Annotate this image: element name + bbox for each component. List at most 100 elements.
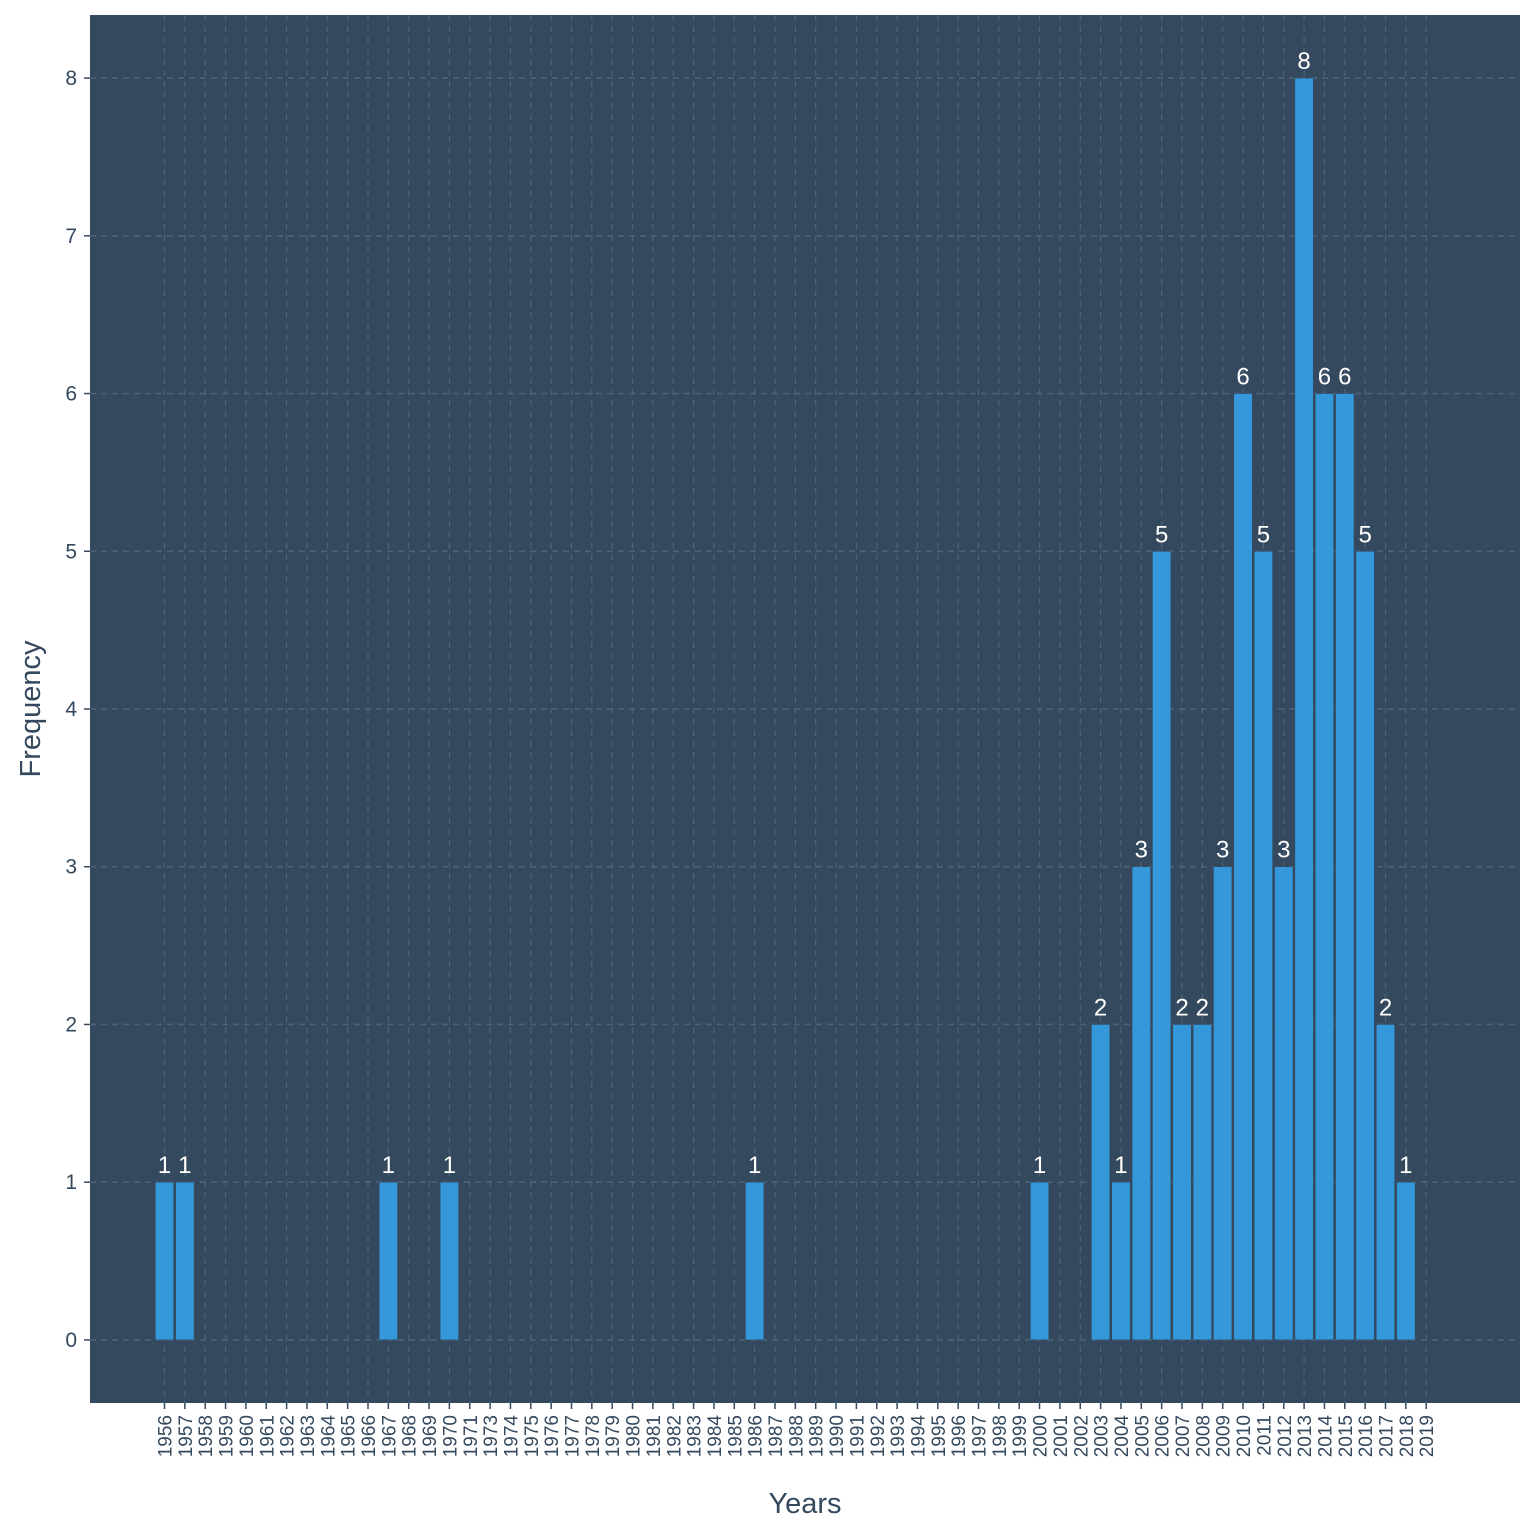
- y-tick-label: 6: [65, 383, 77, 406]
- x-tick-label: 1956: [156, 1415, 177, 1457]
- x-tick-label: 2005: [1132, 1415, 1153, 1457]
- x-tick-label: 1990: [827, 1415, 848, 1457]
- x-tick-label: 2018: [1397, 1415, 1418, 1457]
- x-tick-label: 1993: [888, 1415, 909, 1457]
- bar-1956: [154, 1181, 175, 1341]
- y-tick-label: 1: [65, 1171, 77, 1194]
- x-tick-label: 2008: [1193, 1415, 1214, 1457]
- x-tick-label: 2007: [1173, 1415, 1194, 1457]
- x-tick-label: 2016: [1356, 1415, 1377, 1457]
- bar-2000: [1030, 1181, 1050, 1341]
- bar-label-1956: 1: [158, 1152, 171, 1179]
- x-tick-label: 1971: [461, 1415, 482, 1457]
- bar-2011: [1253, 550, 1273, 1341]
- x-tick-label: 1991: [847, 1415, 868, 1457]
- bar-2013: [1294, 77, 1314, 1341]
- bar-label-2006: 5: [1155, 521, 1168, 548]
- bar-2009: [1213, 866, 1233, 1341]
- bar-2010: [1233, 393, 1253, 1341]
- x-tick-label: 1997: [970, 1415, 991, 1457]
- x-tick-label: 2009: [1214, 1415, 1235, 1457]
- y-tick-label: 8: [65, 67, 77, 90]
- bar-label-2015: 6: [1338, 364, 1351, 391]
- bar-label-2005: 3: [1135, 837, 1148, 864]
- x-tick-label: 1975: [522, 1415, 543, 1457]
- bar-label-2014: 6: [1318, 364, 1331, 391]
- x-tick-label: 2002: [1071, 1415, 1092, 1457]
- y-tick-label: 2: [65, 1013, 77, 1036]
- x-tick-label: 2017: [1377, 1415, 1398, 1457]
- bar-label-1986: 1: [748, 1152, 761, 1179]
- y-tick-label: 5: [65, 540, 77, 563]
- x-tick-label: 1988: [786, 1415, 807, 1457]
- x-tick-label: 2001: [1051, 1415, 1072, 1457]
- bar-label-2007: 2: [1175, 994, 1188, 1021]
- bar-2016: [1355, 550, 1375, 1341]
- y-tick-label: 7: [65, 225, 77, 248]
- x-tick-label: 1994: [908, 1415, 929, 1458]
- bar-2017: [1375, 1024, 1396, 1341]
- x-tick-label: 1965: [339, 1415, 360, 1457]
- x-tick-label: 2014: [1315, 1415, 1336, 1458]
- x-tick-label: 1984: [705, 1415, 726, 1458]
- bar-label-2010: 6: [1236, 364, 1249, 391]
- x-tick-label: 1968: [400, 1415, 421, 1457]
- bar-1986: [745, 1181, 765, 1341]
- x-tick-label: 2000: [1031, 1415, 1052, 1457]
- x-tick-label: 2019: [1417, 1415, 1438, 1457]
- bar-label-1967: 1: [382, 1152, 395, 1179]
- x-tick-label: 1987: [766, 1415, 787, 1457]
- bar-2006: [1152, 550, 1172, 1341]
- bar-label-2018: 1: [1399, 1152, 1412, 1179]
- bar-label-2009: 3: [1216, 837, 1229, 864]
- x-tick-label: 1981: [644, 1415, 665, 1457]
- x-tick-label: 1962: [278, 1415, 299, 1457]
- x-tick-label: 1967: [379, 1415, 400, 1457]
- bar-2012: [1274, 866, 1294, 1341]
- x-tick-label: 1978: [583, 1415, 604, 1457]
- bar-2015: [1335, 393, 1355, 1341]
- x-tick-label: 2011: [1254, 1415, 1275, 1456]
- x-tick-label: 1969: [420, 1415, 441, 1457]
- x-tick-label: 2006: [1153, 1415, 1174, 1457]
- bar-1967: [378, 1181, 398, 1341]
- x-tick-label: 1976: [542, 1415, 563, 1457]
- bar-label-2004: 1: [1114, 1152, 1127, 1179]
- bar-label-2003: 2: [1094, 994, 1107, 1021]
- x-tick-label: 1958: [196, 1415, 217, 1457]
- bars: [154, 77, 1416, 1341]
- bar-2005: [1131, 866, 1151, 1341]
- x-tick-label: 1985: [725, 1415, 746, 1457]
- x-tick-label: 1989: [807, 1415, 828, 1457]
- x-tick-label: 1957: [176, 1415, 197, 1457]
- x-tick-label: 1959: [217, 1415, 238, 1457]
- x-gridlines: [163, 15, 1427, 1403]
- x-tick-label: 1979: [603, 1415, 624, 1457]
- bar-label-2011: 5: [1257, 521, 1270, 548]
- y-axis: 0 1 2 3 4 5 6 7 8: [65, 67, 90, 1352]
- x-tick-label: 2015: [1336, 1415, 1357, 1457]
- bar-label-1957: 1: [178, 1152, 191, 1179]
- bar-label-2017: 2: [1379, 994, 1392, 1021]
- x-tick-label: 1960: [237, 1415, 258, 1457]
- x-tick-label: 2004: [1112, 1415, 1133, 1458]
- x-tick-label: 2012: [1275, 1415, 1296, 1457]
- bar-label-2012: 3: [1277, 837, 1290, 864]
- bar-2004: [1111, 1181, 1131, 1341]
- x-tick-label: 1998: [990, 1415, 1011, 1457]
- x-tick-label: 1980: [624, 1415, 645, 1457]
- x-axis: 1956 1957 1958 1959 1960 1961 1962 1963 1964 1965…: [156, 1403, 1438, 1458]
- x-tick-label: 2003: [1092, 1415, 1113, 1457]
- y-tick-label: 0: [65, 1329, 77, 1352]
- x-tick-label: 1995: [929, 1415, 950, 1457]
- x-tick-label: 1982: [664, 1415, 685, 1457]
- x-tick-label: 1961: [257, 1415, 278, 1457]
- x-tick-label: 1963: [298, 1415, 319, 1457]
- bar-label-2000: 1: [1033, 1152, 1046, 1179]
- y-tick-label: 4: [65, 698, 77, 721]
- x-tick-label: 1983: [685, 1415, 706, 1457]
- bar-label-2008: 2: [1196, 994, 1209, 1021]
- bar-2018: [1396, 1181, 1416, 1341]
